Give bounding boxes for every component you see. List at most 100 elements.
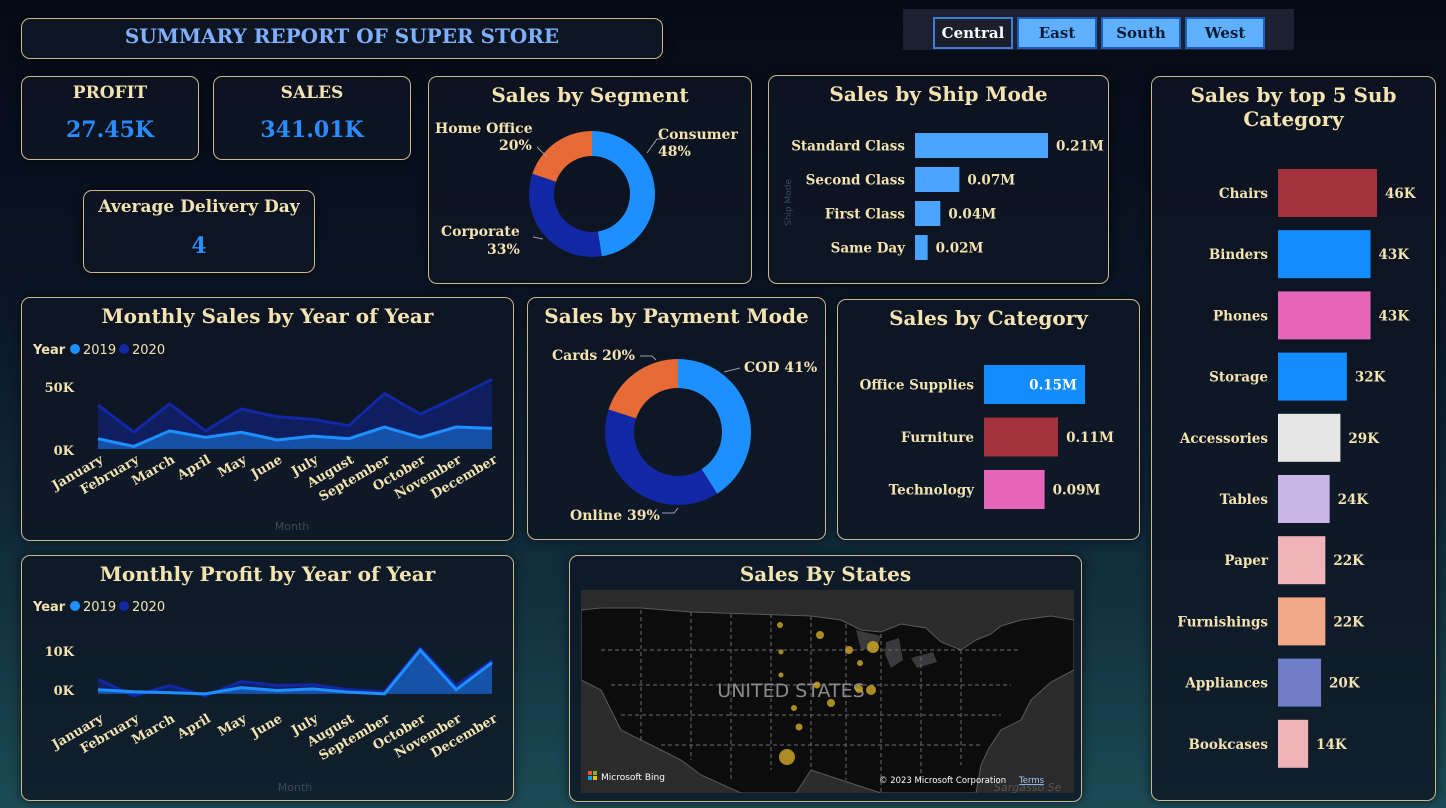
subcategory-bar-furnishings[interactable]	[1278, 597, 1326, 646]
monthly-profit-legend-2019-marker	[70, 601, 80, 611]
us-landmass	[581, 607, 1074, 793]
category-label-furniture: Furniture	[901, 430, 974, 446]
category-bar-office-supplies[interactable]	[984, 365, 1085, 404]
map-sales-bubbles	[777, 622, 879, 765]
subcategory-label-storage: Storage	[1209, 370, 1268, 386]
subcategory-value-chairs: 46K	[1385, 186, 1417, 202]
payment-label-cod: COD 41%	[744, 360, 817, 376]
map-bubble	[778, 649, 784, 655]
region-button-south[interactable]: South	[1101, 17, 1181, 49]
monthly-sales-x-axis-label: Month	[275, 520, 310, 533]
monthly-profit-line-2019[interactable]	[97, 647, 493, 696]
subcategory-value-paper: 22K	[1333, 553, 1365, 569]
subcategory-bar-chairs[interactable]	[1278, 169, 1377, 217]
page-title: SUMMARY REPORT OF SUPER STORE	[124, 24, 560, 48]
payment-label-cards: Cards 20%	[552, 348, 635, 364]
monthly-sales-legend-2019: 2019	[83, 343, 116, 358]
subcategory-chart-title-line1: Sales by top 5 Sub	[1190, 83, 1397, 107]
delivery-label: Average Delivery Day	[98, 197, 300, 217]
subcategory-label-phones: Phones	[1213, 308, 1268, 324]
region-button-central[interactable]: Central	[933, 17, 1013, 49]
subcategory-bar-bookcases[interactable]	[1278, 719, 1309, 768]
monthly-sales-area-2020	[98, 379, 492, 449]
monthly-profit-legend-title: Year	[32, 600, 66, 615]
map-copyright: © 2023 Microsoft Corporation	[879, 776, 1006, 786]
subcategory-bar-paper[interactable]	[1278, 536, 1326, 585]
payment-slice-cod[interactable]	[678, 359, 751, 494]
map-terms-link[interactable]: Terms	[1018, 776, 1045, 786]
map-bubble	[779, 749, 795, 765]
monthly-sales-ytick-top: 50K	[45, 381, 75, 396]
payment-label-online: Online 39%	[570, 508, 660, 524]
monthly-sales-series	[97, 377, 493, 449]
subcategory-chart-title-line2: Category	[1243, 107, 1344, 131]
subcategory-bar-appliances[interactable]	[1278, 658, 1322, 707]
monthly-sales-chart-card: Monthly Sales by Year of Year Year 2019 …	[21, 297, 514, 541]
monthly-sales-legend-2019-marker	[70, 344, 80, 354]
map-bubble	[777, 622, 783, 628]
subcategory-bar-accessories[interactable]	[1278, 413, 1341, 462]
subcategory-bar-storage[interactable]	[1278, 352, 1347, 401]
map-bubble	[813, 681, 821, 689]
segment-chart-title: Sales by Segment	[491, 83, 689, 107]
map-canvas: UNITED STATES Microsoft Bi	[581, 590, 1074, 793]
report-header: SUMMARY REPORT OF SUPER STORE	[21, 18, 663, 59]
ship-mode-bar-standard-class[interactable]	[915, 133, 1048, 158]
segment-chart-card: Sales by Segment Consumer 48% Corporate …	[428, 76, 752, 284]
payment-chart-title: Sales by Payment Mode	[544, 304, 809, 328]
ship-mode-value-second-class: 0.07M	[967, 173, 1015, 189]
ship-mode-bar-second-class[interactable]	[915, 167, 960, 192]
segment-slice-corporate[interactable]	[529, 173, 602, 257]
monthly-profit-xtick-april: April	[174, 711, 214, 742]
category-bar-chart: Office Supplies 0.15M Furniture 0.11M Techno…	[860, 365, 1114, 509]
state-borders	[601, 610, 1021, 793]
payment-slice-online[interactable]	[605, 409, 718, 505]
region-button-west[interactable]: West	[1185, 17, 1265, 49]
subcategory-value-appliances: 20K	[1329, 676, 1361, 692]
payment-chart-card: Sales by Payment Mode COD 41% Online 39%…	[527, 297, 826, 540]
monthly-profit-xtick-may: May	[215, 711, 249, 739]
monthly-sales-line-2020[interactable]	[97, 377, 493, 435]
region-button-east[interactable]: East	[1017, 17, 1097, 49]
category-value-furniture: 0.11M	[1066, 430, 1114, 446]
segment-label-home-office: Home Office	[435, 121, 533, 137]
monthly-profit-area-chart: Year 2019 2020 10K 0K JanuaryFebruaryMar…	[32, 600, 500, 794]
us-sales-map[interactable]: UNITED STATES Microsoft Bi	[581, 590, 1074, 793]
subcategory-label-bookcases: Bookcases	[1188, 737, 1268, 753]
monthly-sales-line-2019[interactable]	[97, 425, 493, 448]
payment-slice-cards[interactable]	[608, 359, 678, 419]
monthly-profit-line-2020[interactable]	[97, 645, 493, 698]
category-bar-furniture[interactable]	[984, 417, 1059, 457]
subcategory-bar-phones[interactable]	[1278, 291, 1371, 340]
segment-slice-consumer[interactable]	[592, 131, 656, 257]
segment-label-consumer: Consumer	[658, 127, 738, 143]
profit-value: 27.45K	[65, 117, 154, 143]
map-bubble	[867, 641, 879, 653]
subcategory-label-appliances: Appliances	[1184, 676, 1268, 692]
subcategory-label-tables: Tables	[1220, 492, 1269, 508]
ship-mode-bar-first-class[interactable]	[915, 201, 941, 226]
subcategory-value-storage: 32K	[1355, 370, 1387, 386]
map-bubble	[816, 631, 824, 639]
ship-mode-label-second-class: Second Class	[806, 173, 906, 189]
subcategory-chart-card: Sales by top 5 Sub Category Chairs 46K Bin…	[1151, 76, 1436, 801]
monthly-profit-xtick-june: June	[248, 711, 285, 741]
map-bubble	[791, 705, 797, 711]
ship-mode-label-first-class: First Class	[825, 207, 906, 223]
segment-slice-home-office[interactable]	[532, 131, 592, 182]
segment-label-corporate: Corporate	[441, 224, 520, 240]
great-lakes	[856, 630, 937, 668]
subcategory-value-binders: 43K	[1379, 247, 1411, 263]
payment-donut-chart: COD 41% Online 39% Cards 20%	[552, 348, 817, 524]
monthly-sales-legend-2020: 2020	[132, 343, 165, 358]
sales-label: SALES	[280, 83, 344, 103]
category-bar-technology[interactable]	[984, 470, 1045, 509]
subcategory-bar-tables[interactable]	[1278, 475, 1330, 523]
segment-donut-chart: Consumer 48% Corporate 33% Home Office 2…	[435, 121, 738, 258]
monthly-profit-x-axis-label: Month	[278, 781, 313, 794]
ship-mode-label-standard-class: Standard Class	[791, 139, 905, 155]
ship-mode-bar-same-day[interactable]	[915, 235, 928, 260]
map-bubble	[855, 685, 863, 693]
subcategory-bar-binders[interactable]	[1278, 230, 1371, 279]
